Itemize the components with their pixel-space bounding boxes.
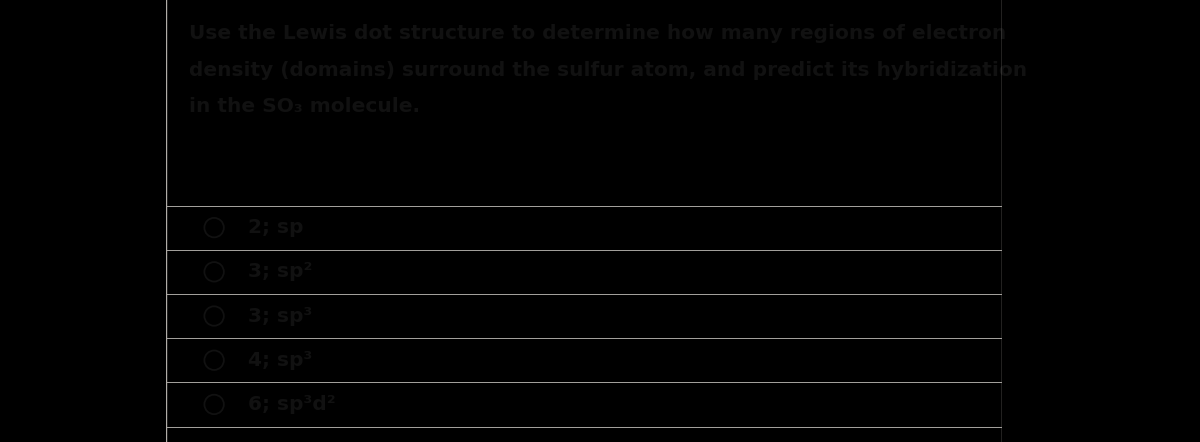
Text: 2; sp: 2; sp [247, 218, 304, 237]
Text: density (domains) surround the sulfur atom, and predict its hybridization: density (domains) surround the sulfur at… [190, 61, 1027, 80]
Text: 4; sp³: 4; sp³ [247, 351, 312, 370]
Text: in the SO₃ molecule.: in the SO₃ molecule. [190, 97, 420, 116]
Text: 3; sp²: 3; sp² [247, 263, 312, 281]
Text: Use the Lewis dot structure to determine how many regions of electron: Use the Lewis dot structure to determine… [190, 24, 1007, 43]
Text: 6; sp³d²: 6; sp³d² [247, 395, 335, 414]
Text: 3; sp³: 3; sp³ [247, 307, 312, 325]
